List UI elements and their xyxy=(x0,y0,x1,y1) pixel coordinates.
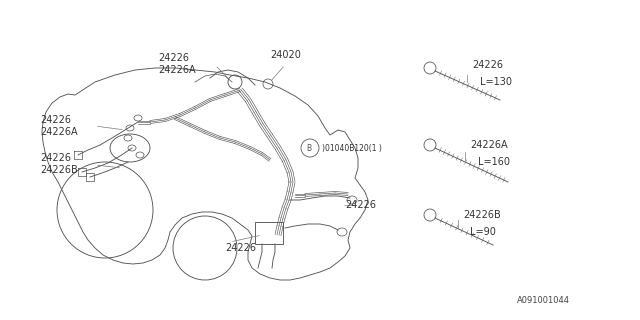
Text: 24226: 24226 xyxy=(40,153,71,163)
Text: 24226: 24226 xyxy=(158,53,189,63)
Text: )01040B120(1 ): )01040B120(1 ) xyxy=(322,143,382,153)
Text: 24226: 24226 xyxy=(40,115,71,125)
Text: 24226A: 24226A xyxy=(40,127,77,137)
Text: 24226: 24226 xyxy=(345,200,376,210)
Text: 24226A: 24226A xyxy=(470,140,508,150)
Text: L=130: L=130 xyxy=(480,77,512,87)
Text: B: B xyxy=(307,143,312,153)
Text: L=160: L=160 xyxy=(478,157,510,167)
Text: 24020: 24020 xyxy=(270,50,301,60)
Text: A091001044: A091001044 xyxy=(517,296,570,305)
Text: 24226: 24226 xyxy=(472,60,503,70)
Text: 24226A: 24226A xyxy=(158,65,196,75)
Text: 24226: 24226 xyxy=(225,243,256,253)
Text: 24226B: 24226B xyxy=(463,210,500,220)
Bar xyxy=(255,222,283,244)
Text: 24226B: 24226B xyxy=(40,165,77,175)
Text: L=90: L=90 xyxy=(470,227,496,237)
